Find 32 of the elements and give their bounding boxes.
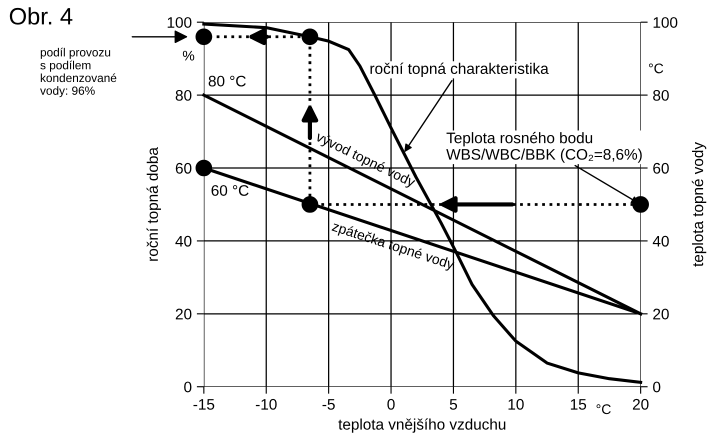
y2-tick-label: 60 xyxy=(653,162,669,174)
annotation: Teplota rosného bodu WBS/WBC/BBK (CO₂=8,6%) xyxy=(446,132,642,163)
text: % xyxy=(182,50,194,61)
x-tick-label: 15 xyxy=(570,399,586,410)
y2-tick-label: 0 xyxy=(653,382,660,392)
x-tick-label: 0 xyxy=(387,398,395,410)
x-tick-label: 10 xyxy=(508,398,524,410)
y-tick-label: 20 xyxy=(176,308,192,320)
x-tick-label: -10 xyxy=(256,398,277,410)
y-axis-title: roční topná doba xyxy=(146,147,161,261)
y2-tick-label: 20 xyxy=(653,308,669,320)
text: °C xyxy=(596,404,611,414)
text: podíl provozu s podílem kondenzované vody: 96% xyxy=(40,48,116,98)
x-axis-title: teplota vnějšího vzduchu xyxy=(338,418,506,433)
x-tick-label: -15 xyxy=(193,399,214,410)
y-tick-label: 60 xyxy=(176,162,192,174)
x-tick-label: 5 xyxy=(450,399,458,410)
x-tick-label: -5 xyxy=(322,399,335,410)
y2-tick-label: 100 xyxy=(654,17,678,28)
y-tick-label: 80 xyxy=(176,90,192,101)
y-tick-label: 40 xyxy=(175,236,192,247)
text: °C xyxy=(648,63,664,74)
y2-axis-title: teplota topné vody xyxy=(692,142,706,267)
annotation: roční topná charakteristika xyxy=(370,62,549,78)
y-tick-label: 100 xyxy=(168,17,192,28)
annotation: 80 °C xyxy=(208,76,246,87)
y2-tick-label: 80 xyxy=(653,90,669,101)
x-tick-label: 20 xyxy=(632,398,649,410)
y-tick-label: 0 xyxy=(184,382,192,392)
y2-tick-label: 40 xyxy=(652,236,669,247)
annotation: 60 °C xyxy=(212,185,249,196)
chart-title: Obr. 4 xyxy=(10,7,72,25)
